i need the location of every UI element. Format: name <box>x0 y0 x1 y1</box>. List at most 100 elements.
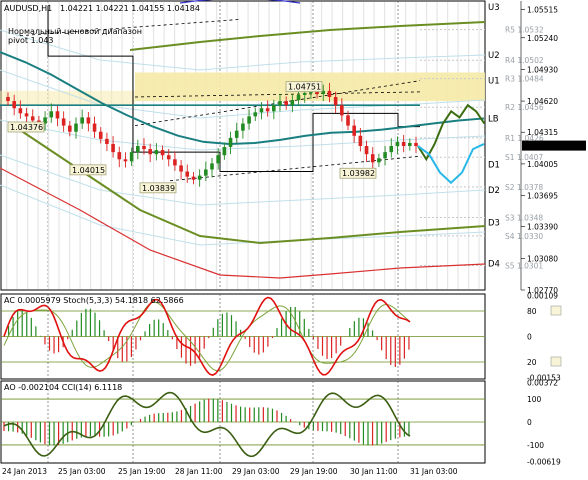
sublevel-label: R1 1.0426 <box>505 134 544 143</box>
price-zone <box>0 90 135 106</box>
grid-stripe <box>457 2 459 289</box>
grid-stripe <box>289 2 291 289</box>
price-tick-label: 1.04315 <box>527 128 558 137</box>
time-tick-label: 29 Jan 03:00 <box>232 467 280 476</box>
envelope-line <box>0 29 486 71</box>
ao-axis-label: 0.00372 <box>527 379 558 388</box>
candle-body <box>61 118 66 126</box>
price-annotation: 1.04376 <box>10 123 43 132</box>
level-label-d2: D2 <box>488 186 500 196</box>
ac-level-box <box>550 305 562 316</box>
price-annotation: 1.04015 <box>72 166 105 175</box>
candle-body <box>222 147 227 156</box>
time-tick-label: 24 Jan 2013 <box>2 467 47 476</box>
forecast-blue-line <box>417 143 485 185</box>
candle-body <box>210 163 214 170</box>
ao-axis-label: 100 <box>527 395 542 404</box>
grid-stripe <box>6 2 8 289</box>
stoch-signal-line <box>3 301 411 372</box>
ao-axis-label: -0.00619 <box>527 457 561 466</box>
grid-stripe <box>331 2 333 289</box>
grid-stripe <box>384 2 386 289</box>
price-annotation: 1.03982 <box>342 169 375 178</box>
grid-stripe <box>121 2 123 289</box>
candle-body <box>241 123 245 131</box>
ao-axis-label: 0 <box>527 418 532 427</box>
candle-body <box>333 96 338 106</box>
candle-body <box>228 137 233 148</box>
ohlc-header: 1.04221 1.04221 1.04155 1.04184 <box>60 4 200 13</box>
candle-body <box>12 101 16 109</box>
grid-stripe <box>447 2 449 289</box>
grid-stripe <box>16 2 18 289</box>
top-blue-arc <box>179 0 301 4</box>
ao-axis-label: -100 <box>527 441 544 450</box>
grid-stripe <box>426 2 428 289</box>
grid-stripe <box>37 2 39 289</box>
grid-stripe <box>27 2 29 289</box>
trend-line <box>134 80 421 126</box>
candle-body <box>383 152 387 159</box>
envelope-line <box>0 154 486 206</box>
candle-body <box>18 108 23 114</box>
candle-body <box>346 115 350 126</box>
level-label-lb: LB <box>488 114 499 124</box>
ac-axis-label: 0.00109 <box>527 292 558 301</box>
candle-body <box>284 101 288 106</box>
time-tick-label: 28 Jan 11:00 <box>175 467 223 476</box>
candle-body <box>30 116 35 121</box>
cci-line <box>3 391 411 458</box>
candle-body <box>142 146 146 150</box>
price-annotation: 1.04751 <box>288 83 321 92</box>
price-tick-label: 1.03080 <box>527 254 558 263</box>
candle-body <box>68 125 72 132</box>
candle-body <box>74 123 78 132</box>
grid-stripe <box>184 2 186 289</box>
grid-stripe <box>58 2 60 289</box>
price-annotation: 1.03839 <box>142 184 175 193</box>
grid-stripe <box>373 2 375 289</box>
sublevel-label: R5 1.0532 <box>505 26 544 35</box>
price-tick-label: 1.04930 <box>527 65 558 74</box>
time-tick-label: 31 Jan 03:00 <box>410 467 458 476</box>
level-label-u1: U1 <box>488 77 500 87</box>
current-price-box <box>522 140 586 151</box>
time-tick-label: 30 Jan 11:00 <box>350 467 398 476</box>
candle-body <box>154 150 159 155</box>
candle-body <box>111 143 115 153</box>
candle-body <box>49 111 54 118</box>
candle-body <box>370 154 375 163</box>
candle-body <box>105 138 109 144</box>
pivot-label: pivot 1.043 <box>8 36 54 45</box>
candle-body <box>259 108 264 113</box>
candle-body <box>136 146 140 153</box>
candle-body <box>296 94 301 101</box>
candle-body <box>123 159 128 162</box>
candle-body <box>185 171 190 177</box>
grid-stripe <box>436 2 438 289</box>
sublevel-label: S4 1.0330 <box>505 232 543 241</box>
price-annotation-box <box>69 164 107 176</box>
price-tick-label: 1.05240 <box>527 34 558 43</box>
candle-body <box>148 149 152 155</box>
grid-stripe <box>100 2 102 289</box>
price-tick-label: 1.04005 <box>527 160 558 169</box>
price-annotation-box <box>285 81 323 93</box>
candle-body <box>216 155 220 164</box>
candle-body <box>234 130 239 138</box>
upper-band-line <box>129 21 486 51</box>
grid-stripe <box>258 2 260 289</box>
level-label-d3: D3 <box>488 219 500 229</box>
candle-body <box>204 169 208 176</box>
candle-body <box>414 142 418 147</box>
grid-stripe <box>226 2 228 289</box>
sublevel-label: S3 1.0348 <box>505 213 543 222</box>
candle-body <box>302 92 307 95</box>
price-tick-label: 1.03695 <box>527 192 558 201</box>
grid-stripe <box>237 2 239 289</box>
candle-body <box>86 117 91 124</box>
ac-panel-title: AC 0.0005979 Stoch(5,3,3) 54.1818 62.586… <box>4 296 184 305</box>
level-label-u2: U2 <box>488 51 500 61</box>
